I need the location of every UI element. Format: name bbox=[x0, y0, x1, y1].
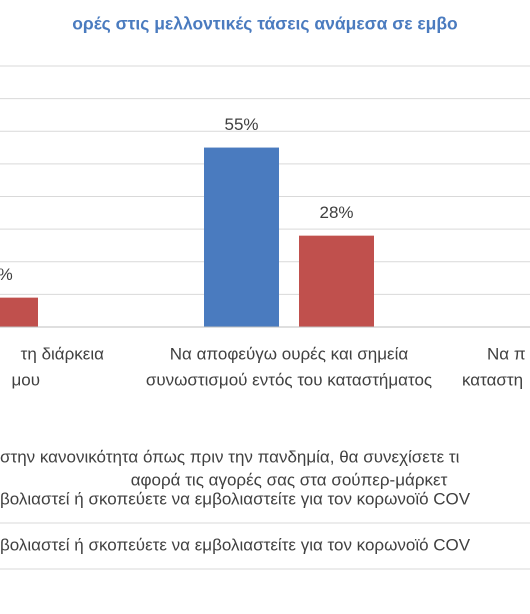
data-label: 28% bbox=[319, 203, 353, 222]
x-tick-label: Να αποφεύγω ουρές και σημεία bbox=[170, 344, 409, 363]
legend-label: βολιαστεί ή σκοπεύετε να εμβολιαστείτε γ… bbox=[0, 535, 471, 554]
bar bbox=[299, 235, 374, 327]
x-tick-label: καταστη bbox=[462, 370, 523, 389]
data-label: 55% bbox=[224, 115, 258, 134]
x-tick-label: συνωστισμού εντός του καταστήματος bbox=[146, 370, 432, 389]
legend-label: βολιαστεί ή σκοπεύετε να εμβολιαστείτε γ… bbox=[0, 489, 471, 508]
x-tick-label: τη διάρκεια bbox=[21, 344, 104, 363]
x-tick-label: μου bbox=[11, 370, 40, 389]
bar bbox=[204, 147, 279, 327]
x-axis-title: αφορά τις αγορές σας στα σούπερ-μάρκετ bbox=[131, 470, 448, 489]
chart-title: ορές στις μελλοντικές τάσεις ανάμεσα σε … bbox=[72, 14, 458, 34]
data-label: 9% bbox=[0, 265, 13, 284]
bar bbox=[0, 297, 38, 327]
x-axis-title: στην κανονικότητα όπως πριν την πανδημία… bbox=[0, 447, 460, 466]
x-tick-label: Να π bbox=[487, 344, 526, 363]
